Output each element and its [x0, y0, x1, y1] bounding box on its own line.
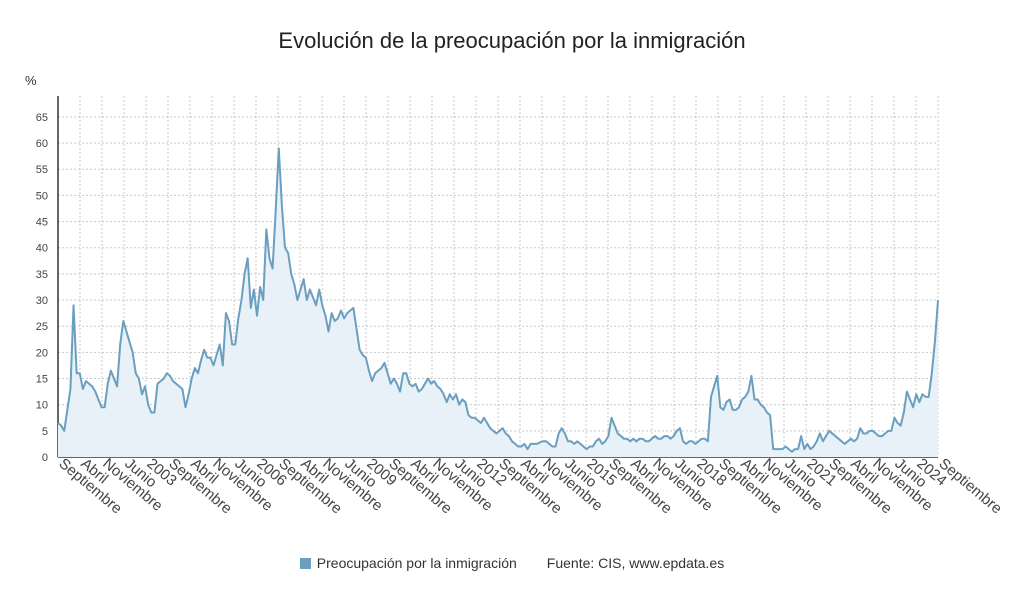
y-tick-label: 55 [36, 164, 48, 176]
legend-swatch [299, 558, 311, 569]
legend-label: Preocupación por la inmigración [316, 555, 517, 571]
source-note: Fuente: CIS, www.epdata.es [546, 555, 725, 571]
series-line [57, 147, 939, 453]
y-tick-label: 5 [42, 426, 48, 438]
y-tick-label: 50 [36, 190, 48, 202]
y-tick-label: 25 [36, 321, 48, 333]
y-tick-label: 35 [36, 269, 48, 281]
legend: Preocupación por la inmigración Fuente: C… [0, 555, 1024, 571]
y-tick-label: 0 [42, 452, 48, 464]
y-axis: 0 5 10 15 20 25 30 35 40 45 50 55 60 65 [36, 96, 59, 464]
y-tick-label: 60 [36, 138, 48, 150]
y-tick-label: 10 [36, 400, 48, 412]
series-area [58, 148, 938, 457]
y-axis-label: % [25, 73, 37, 88]
y-tick-label: 65 [36, 112, 48, 124]
chart-title: Evolución de la preocupación por la inmi… [278, 28, 746, 53]
x-axis: SeptiembreAbrilNoviembreJunio2003Septiem… [55, 455, 1005, 517]
y-tick-label: 20 [36, 347, 48, 359]
y-tick-label: 45 [36, 217, 48, 229]
y-tick-label: 30 [36, 295, 48, 307]
x-tick-label: Septiembre [935, 455, 1005, 517]
y-tick-label: 15 [36, 374, 48, 386]
y-tick-label: 40 [36, 243, 48, 255]
